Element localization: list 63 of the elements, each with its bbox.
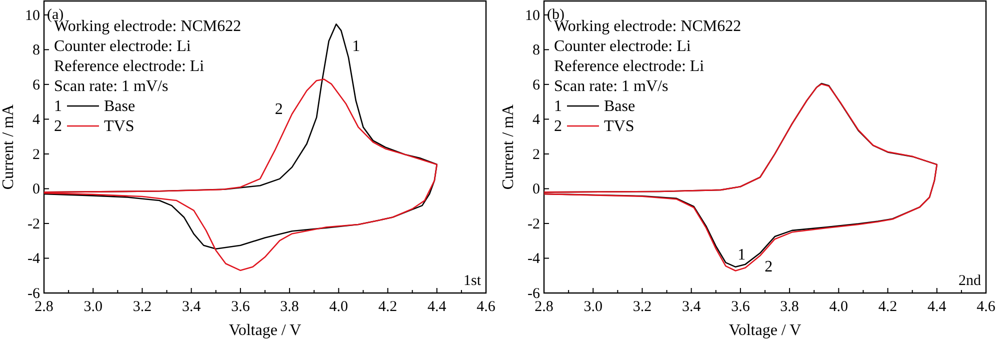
- legend-label: TVS: [604, 118, 634, 135]
- x-axis-title: Voltage / V: [228, 322, 302, 339]
- x-tick-label: 4.6: [976, 299, 996, 315]
- text: 2: [54, 118, 62, 135]
- y-axis-title: Current / mA: [0, 104, 17, 190]
- x-tick-label: 3.0: [84, 299, 102, 315]
- x-tick-label: 4.6: [476, 299, 496, 315]
- y-tick-label: 0: [32, 182, 40, 198]
- y-tick-label: -2: [528, 216, 540, 232]
- x-tick-label: 3.2: [632, 299, 652, 315]
- legend-label: TVS: [104, 118, 134, 135]
- x-tick-label: 3.4: [182, 299, 202, 315]
- text: 1: [54, 98, 62, 115]
- y-tick-label: -2: [28, 216, 40, 232]
- annotation: Scan rate: 1 mV/s: [554, 78, 668, 95]
- annotation: Counter electrode: Li: [54, 38, 192, 55]
- y-tick-label: -4: [28, 251, 40, 268]
- y-tick-label: 6: [32, 77, 40, 94]
- x-tick-label: 2.8: [34, 299, 54, 315]
- x-tick-label: 4.0: [829, 299, 848, 315]
- x-tick-label: 3.6: [231, 299, 250, 315]
- annotation: 2: [764, 258, 773, 276]
- y-axis-title: Current / mA: [500, 104, 517, 190]
- x-tick-label: 3.2: [132, 299, 152, 315]
- annotation: 1: [738, 246, 746, 264]
- y-tick-label: 10: [525, 8, 540, 24]
- y-tick-label: 10: [25, 8, 40, 24]
- text: 2: [554, 118, 562, 135]
- annotation: Reference electrode: Li: [554, 58, 705, 75]
- y-tick-label: -4: [528, 251, 540, 268]
- y-tick-label: 4: [32, 112, 40, 128]
- y-tick-label: -6: [528, 286, 540, 302]
- x-tick-label: 3.8: [780, 299, 799, 315]
- annotation: 1: [352, 38, 360, 55]
- x-tick-label: 4.2: [378, 299, 398, 315]
- x-tick-label: 4.4: [428, 299, 447, 315]
- text: 2nd: [958, 273, 982, 289]
- x-tick-label: 3.6: [731, 299, 750, 315]
- y-tick-label: 2: [532, 146, 540, 163]
- text: 1: [554, 98, 562, 115]
- y-tick-label: 4: [532, 112, 540, 128]
- x-tick-label: 2.8: [534, 299, 554, 315]
- y-tick-label: -6: [28, 286, 40, 302]
- annotation: Counter electrode: Li: [554, 38, 692, 55]
- x-tick-label: 4.2: [878, 299, 898, 315]
- y-tick-label: 2: [32, 146, 40, 163]
- x-tick-label: 3.8: [280, 299, 299, 315]
- legend-label: Base: [104, 98, 136, 115]
- x-tick-label: 4.0: [329, 299, 348, 315]
- x-axis-title: Voltage / V: [728, 322, 802, 339]
- annotation: Scan rate: 1 mV/s: [54, 78, 168, 95]
- annotation: Reference electrode: Li: [54, 58, 205, 75]
- x-tick-label: 3.4: [682, 299, 702, 315]
- y-tick-label: 8: [532, 42, 540, 59]
- annotation: 2: [274, 101, 283, 118]
- line-series: [43, 78, 438, 272]
- y-tick-label: 8: [32, 42, 40, 59]
- x-tick-label: 3.0: [584, 299, 602, 315]
- y-tick-label: 6: [532, 77, 540, 94]
- text: 1st: [463, 273, 482, 289]
- y-tick-label: 0: [532, 182, 540, 198]
- x-tick-label: 4.4: [928, 299, 947, 315]
- legend-label: Base: [604, 98, 636, 115]
